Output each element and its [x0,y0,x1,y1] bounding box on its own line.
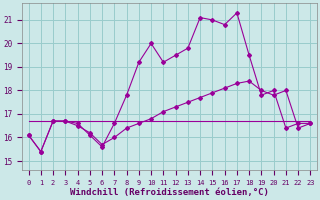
X-axis label: Windchill (Refroidissement éolien,°C): Windchill (Refroidissement éolien,°C) [70,188,269,197]
